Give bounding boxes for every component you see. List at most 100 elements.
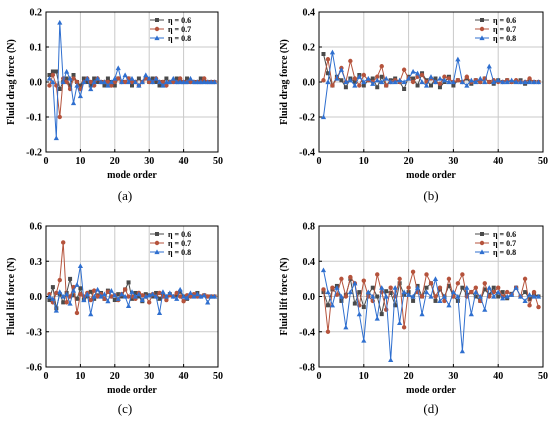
x-tick-label: 40 — [493, 156, 503, 167]
data-point — [211, 79, 218, 85]
y-tick-label: -0.8 — [299, 363, 315, 374]
data-point — [504, 293, 510, 299]
data-point — [495, 77, 501, 83]
y-tick-label: -0.1 — [26, 113, 42, 124]
data-point — [71, 76, 76, 81]
data-point — [459, 79, 465, 85]
data-point — [188, 294, 193, 299]
data-point — [101, 79, 108, 85]
x-tick-label: 40 — [493, 371, 503, 382]
data-point — [198, 79, 204, 85]
data-point — [95, 80, 100, 84]
data-point — [446, 79, 452, 85]
data-point — [174, 290, 179, 296]
data-point — [486, 285, 492, 290]
data-point — [78, 286, 83, 291]
data-point — [531, 289, 537, 295]
data-point — [419, 79, 425, 85]
data-point — [88, 311, 94, 317]
data-point — [410, 79, 416, 85]
x-axis-label: mode order — [107, 170, 157, 181]
data-point — [187, 290, 194, 296]
data-point — [365, 289, 371, 295]
data-point — [459, 348, 465, 354]
data-point — [136, 294, 141, 299]
data-point — [464, 74, 470, 79]
y-axis-label: Fluid lift force (N) — [279, 258, 290, 336]
data-point — [202, 76, 207, 81]
data-point — [482, 307, 488, 312]
y-tick-label: 0.8 — [303, 222, 316, 233]
data-point — [522, 276, 528, 282]
y-tick-label: 0.4 — [303, 8, 316, 19]
data-point — [504, 289, 510, 295]
data-point — [325, 303, 330, 308]
data-point — [397, 77, 403, 83]
data-point — [432, 276, 439, 281]
data-point — [170, 75, 176, 81]
data-point — [401, 67, 407, 72]
data-point — [60, 293, 66, 299]
data-point — [473, 285, 478, 290]
legend-marker — [155, 232, 159, 236]
data-point — [446, 302, 452, 308]
data-point — [64, 300, 69, 305]
data-point — [491, 289, 496, 295]
y-tick-label: 0.3 — [30, 257, 43, 268]
x-tick-label: 50 — [538, 371, 548, 382]
data-point — [432, 79, 439, 85]
data-point — [375, 74, 380, 79]
data-point — [198, 293, 204, 299]
x-tick-label: 0 — [317, 371, 322, 382]
data-point — [478, 79, 483, 85]
data-point — [95, 294, 100, 299]
data-point — [334, 285, 340, 290]
data-point — [143, 72, 149, 78]
data-point — [468, 77, 474, 83]
data-point — [370, 76, 375, 81]
data-point — [370, 81, 376, 86]
data-point — [535, 79, 542, 85]
data-point — [397, 320, 403, 326]
data-point — [491, 293, 497, 299]
data-point — [321, 287, 326, 292]
data-point — [109, 83, 114, 88]
data-point — [91, 293, 97, 299]
data-point — [441, 293, 448, 299]
data-point — [375, 294, 380, 299]
data-point — [379, 64, 384, 69]
data-point — [60, 79, 66, 85]
data-point — [509, 292, 515, 297]
x-tick-label: 10 — [75, 371, 85, 382]
data-point — [410, 293, 416, 299]
data-point — [473, 289, 479, 295]
data-point — [47, 73, 52, 77]
data-point — [361, 83, 366, 88]
y-tick-label: -0.4 — [299, 327, 315, 338]
data-point — [116, 76, 121, 81]
data-point — [374, 77, 380, 83]
legend-label: η = 0.8 — [168, 248, 191, 257]
data-point — [205, 294, 210, 299]
data-point — [163, 293, 169, 299]
data-point — [50, 296, 56, 301]
x-tick-label: 30 — [144, 371, 154, 382]
data-point — [320, 267, 327, 273]
data-point — [339, 78, 344, 83]
legend-label: η = 0.7 — [168, 25, 191, 34]
data-point — [160, 289, 166, 294]
data-point — [70, 288, 77, 293]
data-point — [411, 76, 416, 81]
data-point — [205, 299, 211, 305]
data-point — [356, 311, 362, 317]
data-point — [468, 311, 474, 317]
x-tick-label: 50 — [213, 371, 223, 382]
x-tick-label: 30 — [448, 371, 458, 382]
data-point — [424, 272, 429, 277]
data-point — [88, 289, 93, 294]
x-axis-label: mode order — [406, 170, 456, 181]
panel-label: (d) — [423, 401, 438, 416]
data-point — [370, 285, 375, 290]
data-point — [129, 75, 135, 81]
data-point — [92, 76, 97, 81]
